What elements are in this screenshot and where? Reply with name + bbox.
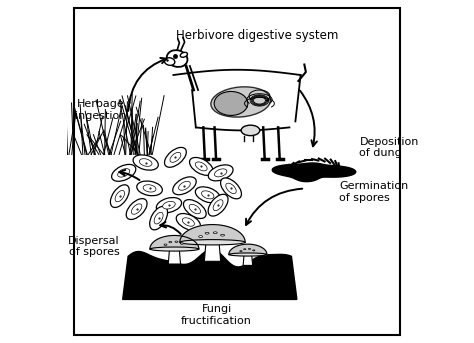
Ellipse shape — [214, 92, 248, 116]
Ellipse shape — [211, 87, 271, 117]
Polygon shape — [168, 249, 181, 264]
Ellipse shape — [190, 157, 213, 175]
FancyArrowPatch shape — [119, 170, 139, 180]
Ellipse shape — [118, 169, 130, 177]
Ellipse shape — [137, 181, 163, 196]
Ellipse shape — [175, 241, 178, 243]
Ellipse shape — [213, 200, 223, 211]
FancyArrowPatch shape — [128, 58, 166, 111]
Polygon shape — [123, 249, 297, 299]
Ellipse shape — [181, 243, 183, 244]
Ellipse shape — [208, 165, 233, 181]
Ellipse shape — [170, 152, 181, 162]
Polygon shape — [150, 236, 199, 249]
Ellipse shape — [164, 147, 186, 167]
Ellipse shape — [199, 236, 202, 237]
Ellipse shape — [241, 125, 260, 135]
Polygon shape — [204, 242, 221, 261]
Ellipse shape — [205, 232, 209, 234]
Ellipse shape — [220, 234, 225, 236]
Text: Germination
of spores: Germination of spores — [339, 181, 408, 203]
Ellipse shape — [164, 244, 167, 245]
Ellipse shape — [111, 164, 136, 181]
Polygon shape — [180, 225, 245, 242]
Ellipse shape — [240, 251, 242, 252]
Ellipse shape — [189, 204, 201, 214]
Text: Deposition
of dung: Deposition of dung — [359, 137, 419, 158]
Ellipse shape — [208, 194, 228, 216]
Ellipse shape — [195, 162, 207, 171]
Ellipse shape — [195, 187, 220, 203]
Ellipse shape — [133, 155, 158, 170]
Ellipse shape — [176, 214, 201, 230]
Text: Herbivore digestive system: Herbivore digestive system — [176, 29, 338, 42]
Ellipse shape — [244, 249, 246, 250]
FancyArrowPatch shape — [160, 222, 181, 234]
Ellipse shape — [150, 247, 199, 251]
Ellipse shape — [248, 248, 251, 249]
Ellipse shape — [253, 250, 255, 251]
Ellipse shape — [220, 178, 241, 199]
Ellipse shape — [110, 185, 129, 208]
Text: Dispersal
of spores: Dispersal of spores — [68, 236, 120, 257]
Ellipse shape — [169, 241, 172, 243]
Ellipse shape — [131, 204, 142, 214]
Ellipse shape — [143, 185, 156, 192]
Ellipse shape — [173, 177, 196, 195]
Ellipse shape — [229, 253, 267, 256]
Polygon shape — [272, 163, 356, 182]
Ellipse shape — [115, 190, 125, 202]
Ellipse shape — [164, 58, 175, 65]
Ellipse shape — [156, 198, 182, 213]
Ellipse shape — [179, 181, 191, 190]
Text: Fungi
fructification: Fungi fructification — [181, 304, 252, 326]
Ellipse shape — [213, 232, 217, 234]
Text: Herbage
ingestion: Herbage ingestion — [75, 99, 127, 121]
FancyArrowPatch shape — [300, 91, 317, 146]
Ellipse shape — [214, 169, 227, 177]
Ellipse shape — [180, 240, 245, 245]
Ellipse shape — [180, 52, 187, 57]
Ellipse shape — [150, 206, 167, 230]
Ellipse shape — [182, 218, 194, 226]
Polygon shape — [229, 244, 267, 255]
Ellipse shape — [167, 50, 187, 67]
Ellipse shape — [183, 200, 206, 218]
Ellipse shape — [126, 199, 147, 220]
Ellipse shape — [226, 183, 236, 193]
Polygon shape — [243, 255, 253, 265]
Ellipse shape — [163, 201, 175, 209]
Ellipse shape — [201, 191, 214, 199]
FancyArrowPatch shape — [246, 189, 302, 225]
Ellipse shape — [139, 159, 152, 166]
Ellipse shape — [154, 212, 163, 224]
